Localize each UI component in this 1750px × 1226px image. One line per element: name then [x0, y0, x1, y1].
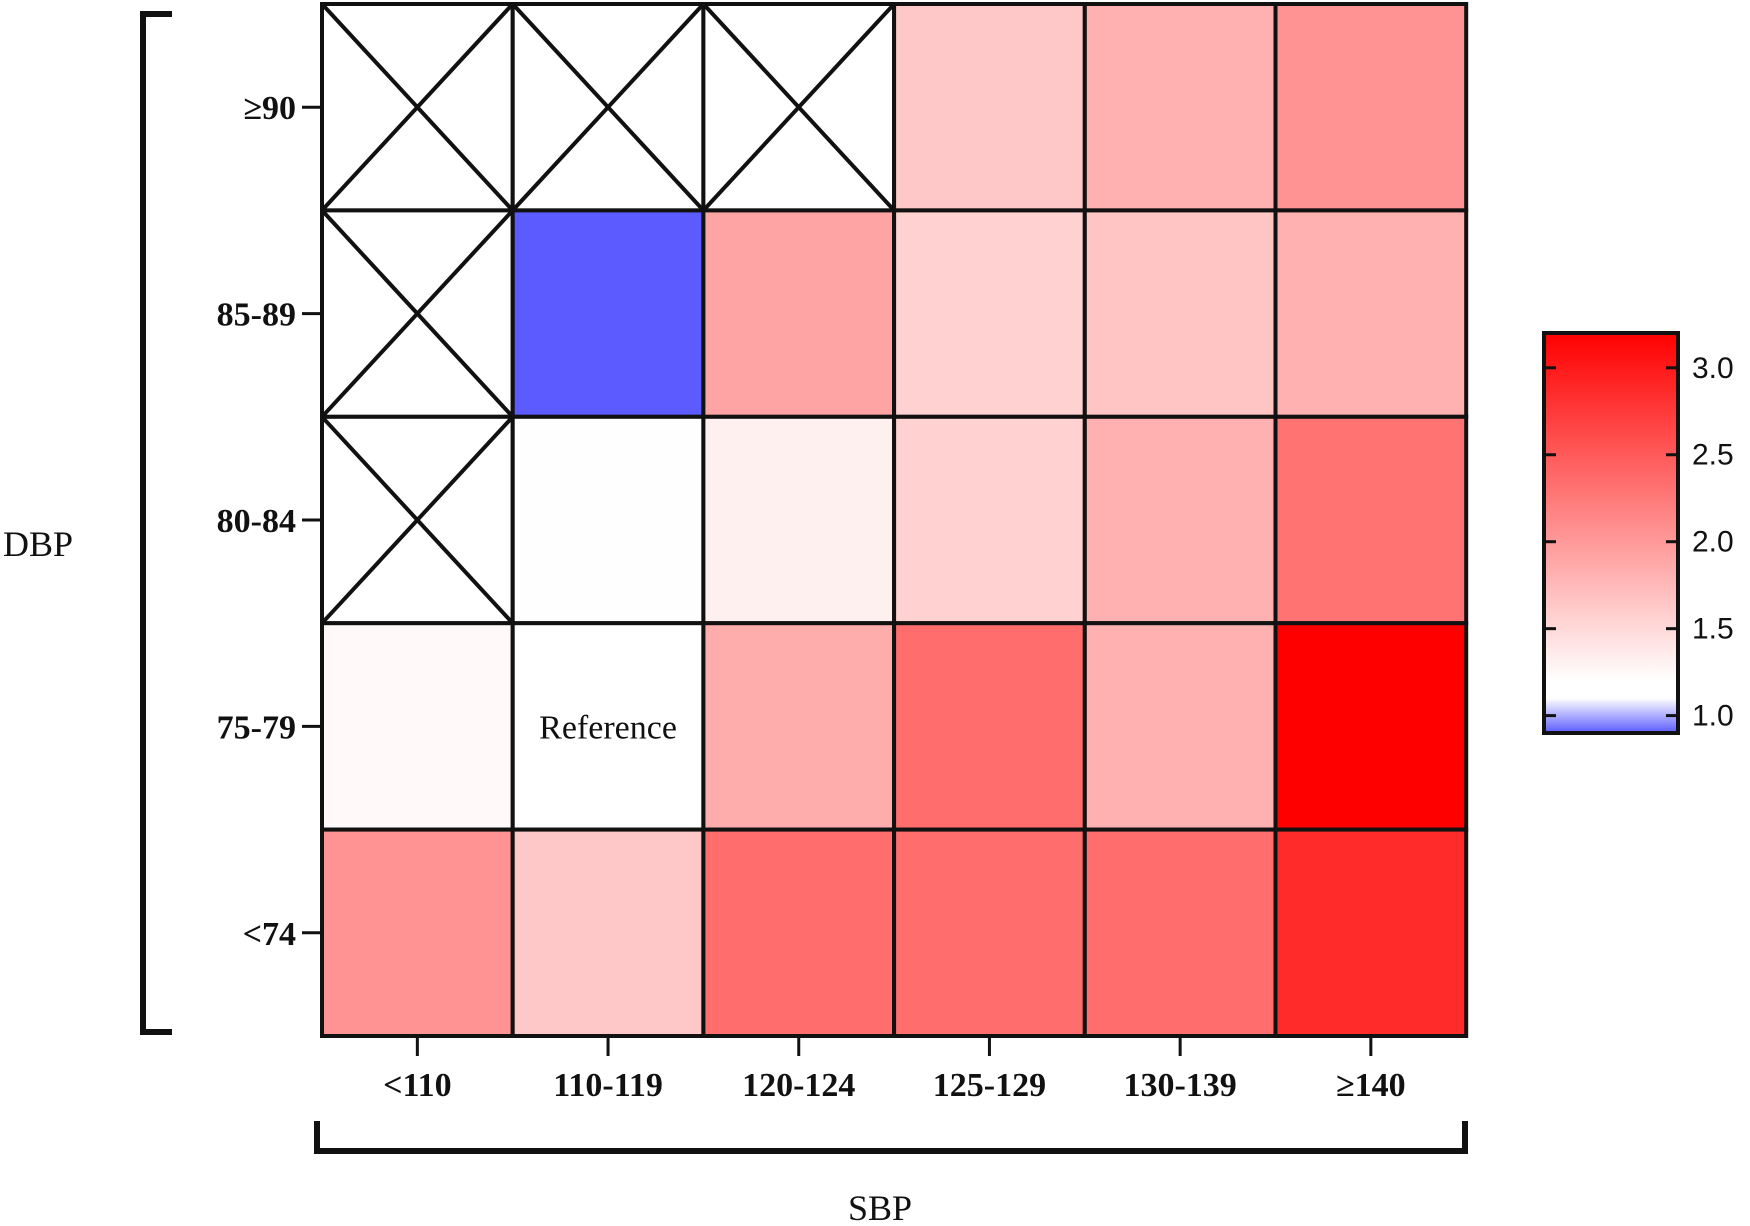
y-tick-label: ≥90	[243, 90, 296, 127]
y-axis-ticks: ≥90 85-89 80-84 75-79 <74	[217, 90, 322, 953]
x-tick-label: 130-139	[1123, 1067, 1236, 1104]
y-tick-label: 85-89	[217, 297, 296, 334]
y-axis-bracket	[140, 11, 172, 1035]
heatmap-cell	[1273, 208, 1469, 419]
x-axis-title: SBP	[848, 1188, 912, 1226]
heatmap-cell	[1273, 2, 1469, 213]
heatmap-cell	[1082, 827, 1278, 1038]
colorbar	[1542, 331, 1680, 735]
missing-cell-cross	[701, 2, 896, 212]
heatmap-cell	[1082, 621, 1278, 832]
y-tick-label: 75-79	[217, 709, 296, 746]
y-tick-label: 80-84	[217, 503, 296, 540]
colorbar-ticks: 1.0 1.5 2.0 2.5 3.0	[1544, 352, 1734, 733]
heatmap-cell	[892, 208, 1087, 419]
heatmap-cell	[892, 2, 1087, 213]
missing-cell-cross	[320, 415, 515, 625]
heatmap-cell	[320, 827, 515, 1038]
colorbar-tick-label: 1.5	[1692, 613, 1734, 646]
heatmap-cell	[1273, 827, 1469, 1038]
heatmap-cell	[892, 827, 1087, 1038]
heatmap-cell	[892, 621, 1087, 832]
x-tick-label: ≥140	[1336, 1067, 1406, 1104]
colorbar-tick-label: 2.0	[1692, 526, 1734, 559]
heatmap-cell	[1082, 2, 1278, 213]
heatmap-cell	[510, 414, 706, 626]
x-tick-label: <110	[383, 1067, 452, 1104]
heatmap-cell	[320, 621, 515, 832]
heatmap-cell	[701, 208, 897, 419]
heatmap-cell	[701, 827, 897, 1038]
heatmap-cell	[510, 208, 706, 419]
cell-annotation: Reference	[539, 709, 677, 746]
x-tick-label: 110-119	[553, 1067, 663, 1104]
heatmap-cell	[701, 414, 897, 626]
heatmap-cell	[892, 414, 1087, 626]
heatmap-cell	[701, 621, 897, 832]
colorbar-tick-label: 3.0	[1692, 352, 1734, 385]
y-tick-label: <74	[243, 916, 296, 953]
heatmap-cell	[1273, 414, 1469, 626]
heatmap-cell	[1273, 621, 1469, 832]
missing-cell-cross	[320, 209, 515, 419]
heatmap-cell	[1082, 208, 1278, 419]
heatmap-cells: Reference	[320, 2, 1469, 1038]
y-axis-title: DBP	[3, 524, 73, 564]
x-axis-bracket	[314, 1121, 1468, 1154]
heatmap-cell	[510, 827, 706, 1038]
x-tick-label: 125-129	[933, 1067, 1046, 1104]
x-tick-label: 120-124	[742, 1067, 855, 1104]
x-axis-ticks: <110 110-119 120-124 125-129 130-139 ≥140	[383, 1036, 1406, 1104]
missing-cell-cross	[511, 2, 705, 212]
colorbar-tick-label: 2.5	[1692, 439, 1734, 472]
colorbar-tick-label: 1.0	[1692, 700, 1734, 733]
heatmap-cell	[510, 621, 706, 832]
heatmap-cell	[1082, 414, 1278, 626]
missing-cell-cross	[320, 2, 515, 212]
